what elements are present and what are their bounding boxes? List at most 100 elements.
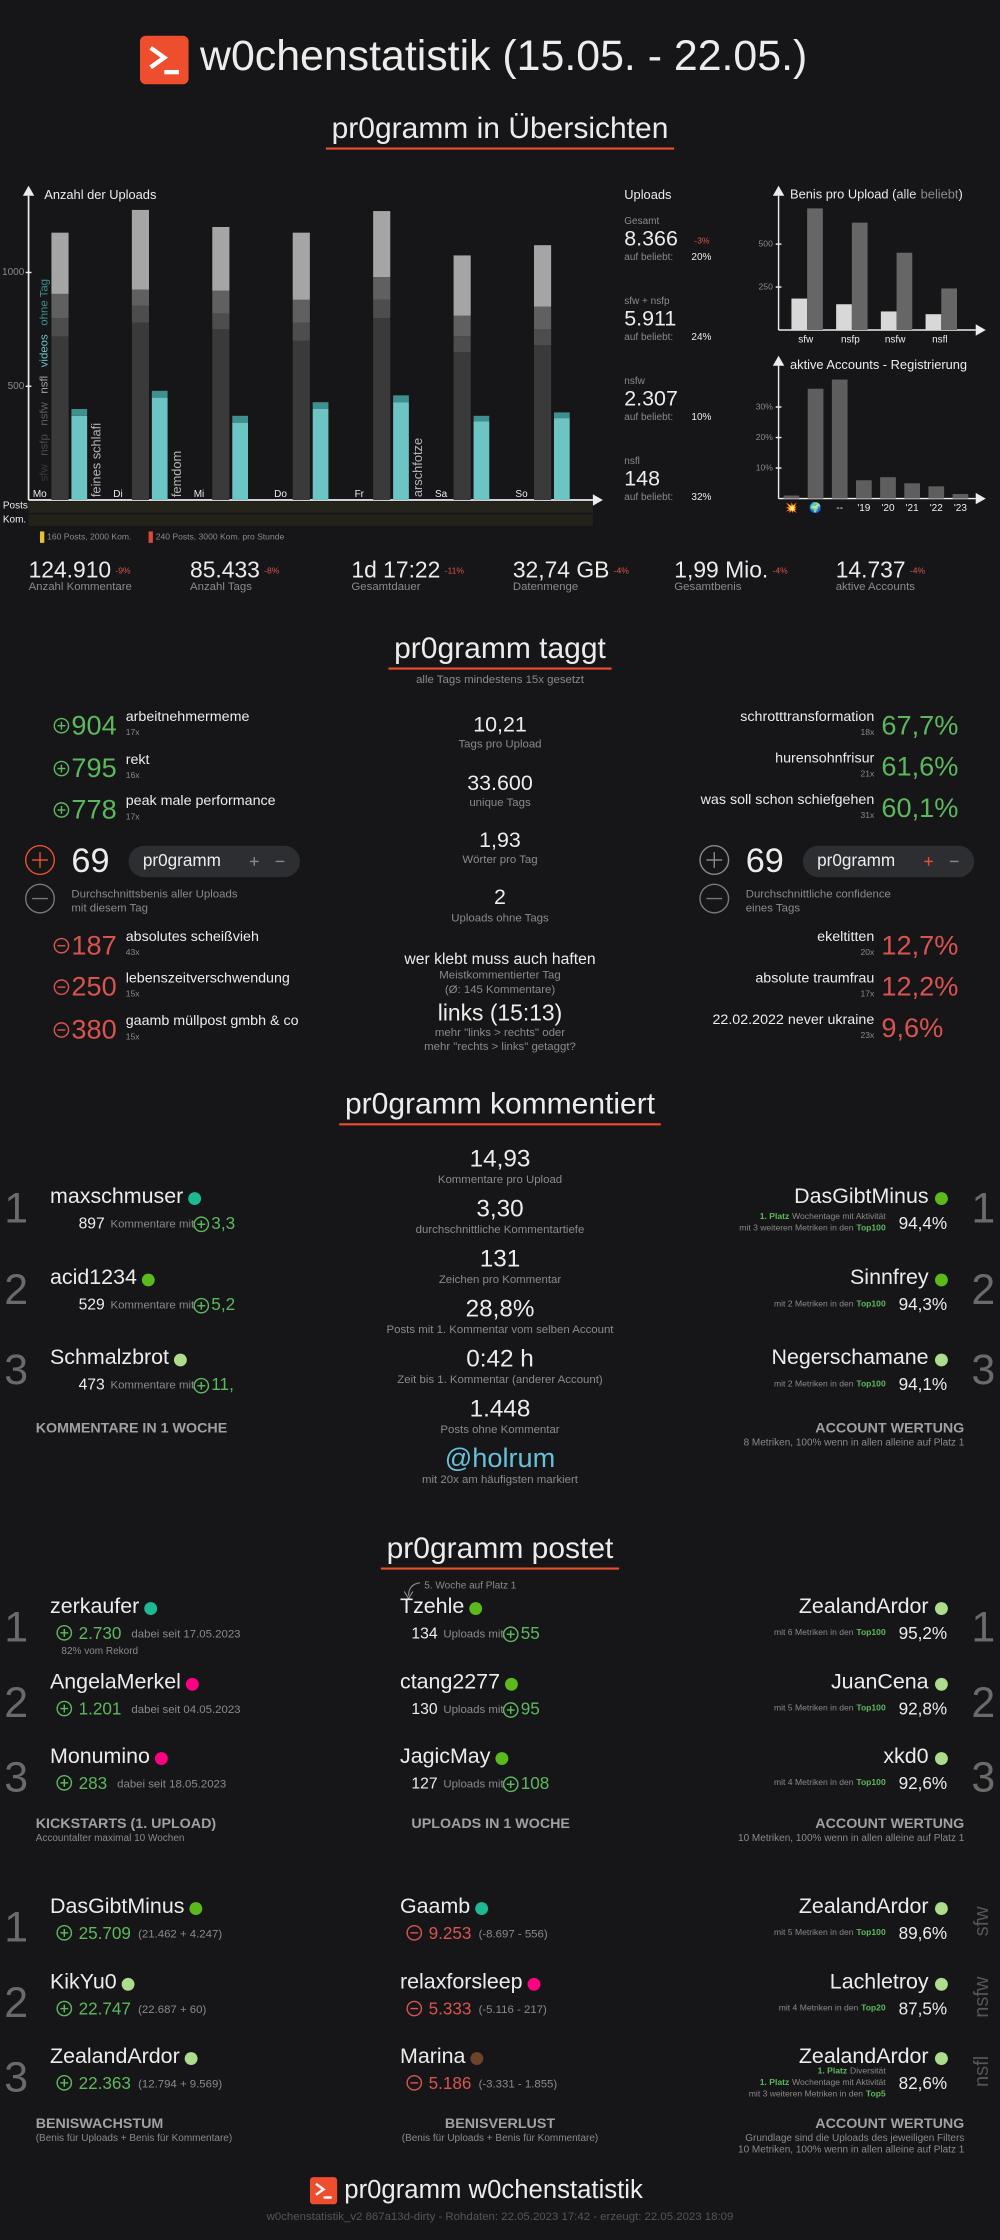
entry-since: dabei seit 17.05.2023 xyxy=(131,1628,240,1640)
user-name: JagicMay xyxy=(400,1744,491,1768)
stat-label: Gesamtdauer xyxy=(351,581,420,593)
text-part: alle xyxy=(896,187,916,202)
annotation: 5. Woche auf Platz 1 xyxy=(424,1580,517,1591)
tag-pill-name: pr0gramm xyxy=(143,850,221,870)
section-heading: pr0gramm kommentiert xyxy=(345,1088,656,1121)
bar xyxy=(904,483,920,499)
metric-value: 1.448 xyxy=(470,1395,531,1422)
entry-score: 5,2 xyxy=(211,1294,235,1314)
entry-score: 11, xyxy=(211,1374,234,1394)
bar xyxy=(791,298,808,330)
text-part: mit 4 Metriken in den xyxy=(774,1777,854,1787)
minus-icon xyxy=(53,979,70,995)
block-subtitle: Accountalter maximal 10 Wochen xyxy=(36,1833,185,1844)
upload-share: 10% xyxy=(691,412,711,423)
y-tick-label: 500 xyxy=(759,238,774,248)
x-tick-label: '19 xyxy=(857,503,870,514)
legend-label: nsfw xyxy=(38,401,50,425)
bar-segment xyxy=(151,397,168,500)
entry-detail: 130 Uploads mit xyxy=(411,1701,504,1718)
legend-label: nsfp xyxy=(38,434,50,456)
text-part: 1,99 Mio. xyxy=(674,556,768,582)
upload-share: 32% xyxy=(691,492,711,503)
bar-segment xyxy=(131,289,149,306)
text-part: 130 xyxy=(411,1701,437,1718)
bar-segment xyxy=(312,408,329,500)
tag-confidence: 12,2% xyxy=(881,971,958,1002)
bar-segment xyxy=(151,390,168,398)
average-value: 69 xyxy=(746,842,784,880)
text-part: 124.910 xyxy=(29,556,112,582)
entry-since: dabei seit 18.05.2023 xyxy=(117,1778,226,1790)
x-tick-label: '23 xyxy=(954,503,967,514)
rank-number: 3 xyxy=(4,1753,28,1801)
text-part: 529 xyxy=(79,1297,105,1314)
stat-value: 85.433 -8% xyxy=(190,556,280,582)
tag-name: arbeitnehmermeme xyxy=(126,709,250,725)
user-rank-dot xyxy=(470,2052,484,2065)
user-rank-dot xyxy=(935,2052,948,2065)
user-rank-dot xyxy=(189,1902,203,1915)
rating-detail: mit 5 Metriken in den Top100 xyxy=(774,1703,886,1713)
metric-value: links (15:13) xyxy=(438,999,562,1025)
bar-segment xyxy=(292,299,310,323)
user-name: Monumino xyxy=(50,1744,150,1768)
tag-benis: 904 xyxy=(71,709,116,740)
rating-detail: mit 2 Metriken in den Top100 xyxy=(774,1379,886,1389)
upload-sub: auf beliebt: xyxy=(624,492,673,503)
text-part: Kommentare mit xyxy=(110,1380,195,1392)
bar-segment xyxy=(373,299,391,318)
user-rank-dot xyxy=(188,1192,202,1205)
text-part: 14.737 xyxy=(836,556,906,582)
text-part: Wochentage mit Aktivität xyxy=(792,2077,886,2087)
metric-note: mehr "rechts > links" getaggt? xyxy=(424,1041,576,1053)
entry-score: 2.730 xyxy=(79,1623,122,1643)
bar-annotation: arschfotze xyxy=(410,438,425,497)
rank-number: 2 xyxy=(971,1266,995,1314)
tag-name: hurensohnfrisur xyxy=(775,750,874,766)
text-part: Top100 xyxy=(856,1927,886,1937)
text-part: mit 3 weiteren Metriken in den xyxy=(739,1223,853,1233)
legend-label: videos xyxy=(38,334,50,367)
entry-score: 3,3 xyxy=(211,1213,235,1233)
user-rank-dot xyxy=(173,1353,187,1367)
tag-confidence: 12,7% xyxy=(881,929,958,960)
logo-prompt xyxy=(315,2182,326,2196)
x-tick-label: -- xyxy=(836,503,843,514)
block-title: BENISWACHSTUM xyxy=(36,2116,164,2132)
text-part: 32,74 GB xyxy=(513,556,610,582)
block-subtitle: (Benis für Uploads + Benis für Kommentar… xyxy=(36,2133,232,2144)
upload-value: 8.366 xyxy=(624,227,678,251)
bar-segment xyxy=(212,313,230,330)
tag-benis: 380 xyxy=(71,1014,116,1045)
plus-icon xyxy=(193,1297,210,1314)
bar xyxy=(807,208,823,330)
average-label: Durchschnittsbenis aller Uploads xyxy=(71,888,237,900)
user-name: xkd0 xyxy=(883,1744,928,1768)
text-part: Top100 xyxy=(856,1299,886,1309)
block-title: ACCOUNT WERTUNG xyxy=(815,1420,964,1436)
rank-number: 2 xyxy=(4,1979,28,2027)
user-name: DasGibtMinus xyxy=(50,1894,184,1918)
user-rank-dot xyxy=(935,1977,948,1991)
metric-label: Tags pro Upload xyxy=(458,738,541,750)
legend-label: sfw xyxy=(38,464,50,482)
text-part: Top5 xyxy=(866,2089,886,2099)
page-title: w0chenstatistik (15.05. - 22.05.) xyxy=(199,32,807,80)
tag-benis: 187 xyxy=(71,929,116,960)
block-subtitle: 10 Metriken, 100% wenn in allen alleine … xyxy=(738,1833,965,1844)
entry-detail: (21.462 + 4.247) xyxy=(138,1928,222,1940)
metric-label: Wörter pro Tag xyxy=(462,854,537,866)
user-rank-dot xyxy=(184,2052,198,2065)
text-part: mit 5 Metriken in den xyxy=(774,1927,854,1937)
upload-share: 20% xyxy=(691,252,711,263)
bar xyxy=(856,480,872,499)
text-part: Top100 xyxy=(856,1223,886,1233)
text-part: Kommentare mit xyxy=(110,1300,195,1312)
bar xyxy=(836,304,852,330)
entry-score: 22.747 xyxy=(79,1999,131,2019)
plus-icon xyxy=(56,1625,73,1641)
metric-label: Zeichen pro Kommentar xyxy=(439,1274,562,1286)
tag-name: ekeltitten xyxy=(817,929,874,945)
